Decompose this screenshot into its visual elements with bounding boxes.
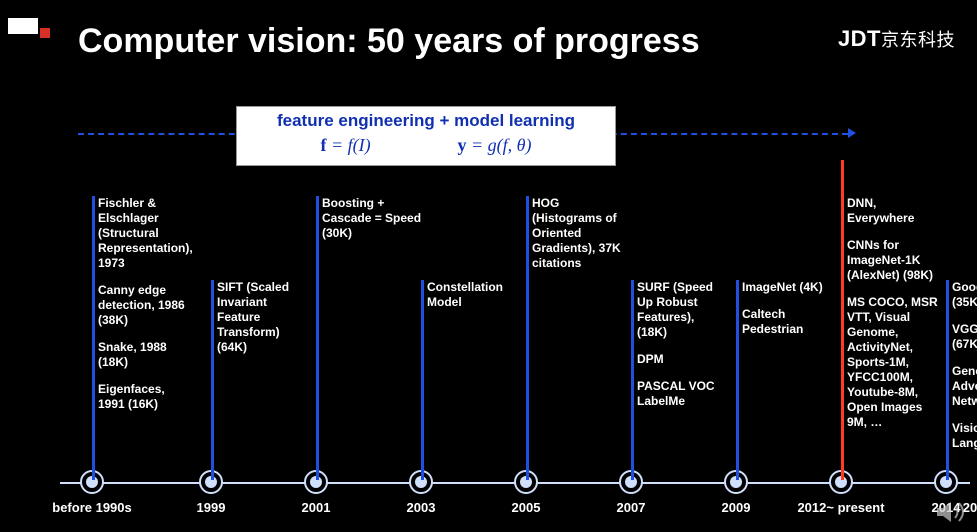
timeline-column: Constellation Model [427, 280, 517, 322]
timeline-column: Boosting + Cascade = Speed (30K) [322, 196, 422, 253]
timeline-entry: ImageNet (4K) [742, 280, 830, 295]
timeline-bar [316, 196, 319, 480]
timeline-entry: Generative Adversarial Networks [952, 364, 977, 409]
timeline-bar [211, 280, 214, 480]
year-label: 2007 [586, 500, 676, 515]
timeline-entry: SIFT (Scaled Invariant Feature Transform… [217, 280, 307, 355]
year-label: 1999 [166, 500, 256, 515]
timeline-entry: Constellation Model [427, 280, 517, 310]
timeline-bar [946, 280, 949, 480]
timeline-bar [631, 280, 634, 480]
corner-mark [8, 18, 48, 48]
timeline-entry: Snake, 1988 (18K) [98, 340, 190, 370]
timeline-entry: Boosting + Cascade = Speed (30K) [322, 196, 422, 241]
timeline-entry: DPM [637, 352, 727, 367]
year-label: 2001 [271, 500, 361, 515]
timeline-column: Fischler & Elschlager (Structural Repres… [98, 196, 190, 424]
dash-guide-arrow [848, 128, 856, 138]
timeline-bar [421, 280, 424, 480]
timeline-entry: CNNs for ImageNet-1K (AlexNet) (98K) [847, 238, 943, 283]
timeline-entry: Eigenfaces, 1991 (16K) [98, 382, 190, 412]
timeline-entry: MS COCO, MSR VTT, Visual Genome, Activit… [847, 295, 943, 430]
timeline-bar [841, 160, 844, 480]
timeline-entry: PASCAL VOC LabelMe [637, 379, 727, 409]
speaker-icon [935, 498, 969, 526]
timeline-entry: VGG Net (67K) [952, 322, 977, 352]
formula-eq1: f = f(I) [320, 135, 370, 156]
brand-bold: JDT [838, 26, 881, 51]
year-label: 2012~ present [796, 500, 886, 515]
timeline-entry: HOG (Histograms of Oriented Gradients), … [532, 196, 622, 271]
year-label: 2003 [376, 500, 466, 515]
timeline-column: GoogLeNet (35K) VGG Net (67K) Generative A… [952, 280, 977, 463]
timeline-bar [526, 196, 529, 480]
timeline-bar [736, 280, 739, 480]
year-label: 2005 [481, 500, 571, 515]
timeline-bar [92, 196, 95, 480]
year-label: 2009 [691, 500, 781, 515]
year-label: before 1990s [47, 500, 137, 515]
timeline-entry: Vision and Language [952, 421, 977, 451]
timeline-column: DNN, Everywhere CNNs for ImageNet-1K (Ale… [847, 196, 943, 442]
slide-root: { "title": "Computer vision: 50 years of… [0, 0, 977, 532]
brand-logo: JDT京东科技 [838, 26, 955, 52]
timeline-entry: Fischler & Elschlager (Structural Repres… [98, 196, 190, 271]
brand-light: 京东科技 [881, 30, 955, 50]
formula-heading: feature engineering + model learning [237, 111, 615, 131]
timeline-entry: Caltech Pedestrian [742, 307, 830, 337]
timeline-entry: DNN, Everywhere [847, 196, 943, 226]
timeline-column: SURF (Speed Up Robust Features), (18K) DP… [637, 280, 727, 421]
timeline-column: ImageNet (4K) Caltech Pedestrian [742, 280, 830, 349]
timeline-entry: GoogLeNet (35K) [952, 280, 977, 310]
timeline-column: SIFT (Scaled Invariant Feature Transform… [217, 280, 307, 367]
timeline-column: HOG (Histograms of Oriented Gradients), … [532, 196, 622, 283]
slide-title: Computer vision: 50 years of progress [78, 22, 700, 61]
timeline-entry: Canny edge detection, 1986 (38K) [98, 283, 190, 328]
timeline-entry: SURF (Speed Up Robust Features), (18K) [637, 280, 727, 340]
formula-eq2: y = g(f, θ) [458, 135, 532, 156]
formula-box: feature engineering + model learning f =… [236, 106, 616, 166]
